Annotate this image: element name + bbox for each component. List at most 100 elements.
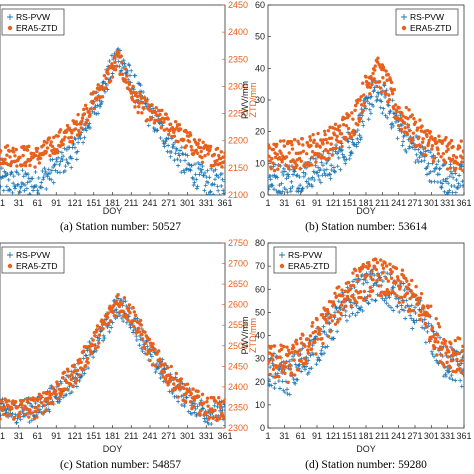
- data-point: [291, 345, 296, 350]
- data-point: [420, 140, 425, 144]
- data-point: [41, 152, 45, 157]
- data-point: [340, 148, 345, 153]
- data-point: [143, 341, 148, 345]
- data-point: [133, 105, 137, 109]
- data-point: [22, 144, 26, 149]
- data-point: [137, 343, 142, 348]
- data-point: [268, 177, 273, 182]
- data-point: [361, 123, 366, 128]
- data-point: [288, 363, 292, 368]
- data-point: [399, 307, 404, 312]
- data-point: [51, 386, 55, 390]
- data-point: [417, 301, 421, 305]
- data-point: [25, 399, 30, 403]
- data-point: [0, 166, 4, 171]
- data-point: [195, 184, 200, 189]
- data-point: [299, 359, 303, 363]
- data-point: [299, 188, 304, 193]
- data-point: [271, 147, 276, 152]
- data-point: [287, 151, 291, 155]
- data-point: [426, 141, 431, 145]
- data-point: [397, 309, 402, 314]
- x-axis-label: DOY: [103, 206, 123, 216]
- data-point: [277, 155, 282, 160]
- data-point: [10, 406, 14, 411]
- data-point: [288, 186, 293, 191]
- data-point: [173, 151, 178, 156]
- data-point: [418, 296, 423, 300]
- data-point: [314, 352, 318, 356]
- data-point: [321, 149, 326, 154]
- data-point: [355, 273, 359, 278]
- data-point: [185, 382, 190, 386]
- data-point: [423, 340, 428, 345]
- data-point: [269, 344, 273, 349]
- data-point: [296, 368, 301, 372]
- data-point: [431, 344, 436, 348]
- data-point: [439, 353, 443, 357]
- data-point: [435, 140, 439, 145]
- data-point: [353, 268, 358, 273]
- data-point: [172, 377, 177, 381]
- data-point: [315, 170, 320, 175]
- data-point: [345, 285, 350, 290]
- data-point: [181, 168, 186, 173]
- data-point: [135, 316, 140, 321]
- data-point: [166, 383, 170, 387]
- data-point: [454, 352, 459, 356]
- data-point: [435, 353, 439, 357]
- data-point: [60, 391, 64, 396]
- data-point: [63, 135, 67, 139]
- data-point: [322, 351, 327, 356]
- data-point: [331, 165, 336, 170]
- data-point: [75, 149, 80, 154]
- y-tick-label: 40: [255, 331, 265, 341]
- data-point: [377, 62, 381, 67]
- data-point: [401, 281, 406, 286]
- data-point: [56, 396, 60, 401]
- data-point: [41, 411, 45, 415]
- data-point: [403, 147, 408, 152]
- data-point: [351, 271, 355, 275]
- data-point: [358, 269, 362, 273]
- data-point: [290, 184, 295, 189]
- data-point: [220, 408, 225, 413]
- data-point: [41, 177, 46, 182]
- data-point: [0, 149, 3, 153]
- data-point: [65, 123, 70, 128]
- data-point: [101, 338, 106, 343]
- data-point: [100, 95, 105, 99]
- data-point: [373, 298, 378, 303]
- data-point: [411, 308, 416, 313]
- data-point: [293, 381, 298, 386]
- data-point: [290, 147, 295, 151]
- data-point: [392, 87, 397, 92]
- x-tick-label: 91: [312, 431, 322, 441]
- data-point: [200, 392, 205, 397]
- data-point: [425, 311, 429, 315]
- data-point: [405, 279, 409, 283]
- data-point: [308, 353, 313, 358]
- data-point: [98, 326, 103, 331]
- data-point: [42, 143, 46, 147]
- data-point: [78, 136, 83, 141]
- data-point: [175, 378, 180, 383]
- data-point: [441, 362, 446, 366]
- data-point: [297, 156, 302, 161]
- data-point: [191, 176, 196, 181]
- data-point: [303, 171, 308, 176]
- x-tick-label: 331: [199, 431, 214, 441]
- x-tick-label: 361: [456, 198, 471, 208]
- data-point: [375, 97, 380, 102]
- data-point: [286, 166, 291, 171]
- data-point: [401, 300, 405, 304]
- data-point: [219, 171, 224, 176]
- data-point: [386, 303, 391, 308]
- data-point: [62, 138, 66, 142]
- data-point: [28, 408, 32, 412]
- data-point: [138, 83, 143, 88]
- data-point: [21, 414, 26, 419]
- data-point: [353, 108, 357, 112]
- data-point: [282, 344, 286, 349]
- data-point: [332, 302, 336, 306]
